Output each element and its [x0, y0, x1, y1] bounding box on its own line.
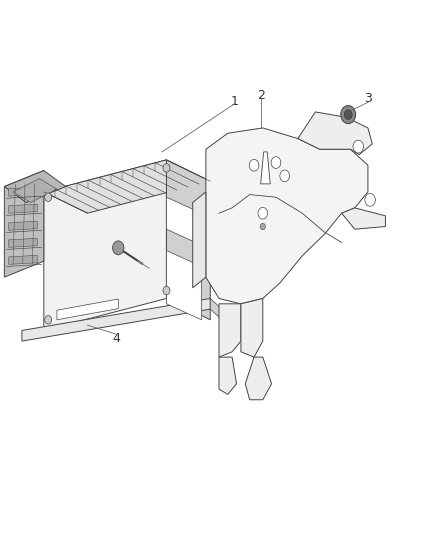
Polygon shape	[245, 357, 272, 400]
Circle shape	[344, 110, 352, 119]
Polygon shape	[261, 152, 270, 184]
Circle shape	[271, 157, 281, 168]
Circle shape	[260, 223, 265, 230]
Circle shape	[163, 286, 170, 295]
Circle shape	[113, 241, 124, 255]
Polygon shape	[193, 192, 206, 288]
Polygon shape	[57, 299, 118, 320]
Polygon shape	[206, 128, 368, 304]
Polygon shape	[219, 304, 241, 357]
Polygon shape	[9, 238, 37, 247]
Circle shape	[258, 207, 268, 219]
Circle shape	[45, 193, 52, 201]
Polygon shape	[166, 160, 210, 320]
Circle shape	[280, 170, 290, 182]
Text: 1: 1	[230, 95, 238, 108]
Polygon shape	[9, 187, 37, 196]
Circle shape	[45, 316, 52, 324]
Polygon shape	[166, 251, 201, 320]
Polygon shape	[241, 298, 263, 357]
Polygon shape	[44, 160, 210, 213]
Polygon shape	[22, 298, 210, 341]
Circle shape	[365, 193, 375, 206]
Polygon shape	[166, 197, 201, 245]
Polygon shape	[4, 171, 66, 203]
Text: 2: 2	[257, 90, 265, 102]
Polygon shape	[9, 204, 37, 213]
Polygon shape	[44, 160, 166, 330]
Circle shape	[163, 164, 170, 172]
Text: 4: 4	[112, 332, 120, 345]
Polygon shape	[298, 112, 372, 155]
Polygon shape	[4, 171, 44, 277]
Polygon shape	[9, 221, 37, 230]
Polygon shape	[13, 179, 57, 203]
Polygon shape	[219, 357, 237, 394]
Polygon shape	[342, 208, 385, 229]
Circle shape	[249, 159, 259, 171]
Circle shape	[341, 106, 356, 124]
Polygon shape	[9, 255, 37, 264]
Polygon shape	[210, 298, 228, 325]
Circle shape	[353, 140, 364, 153]
Text: 3: 3	[364, 92, 372, 105]
